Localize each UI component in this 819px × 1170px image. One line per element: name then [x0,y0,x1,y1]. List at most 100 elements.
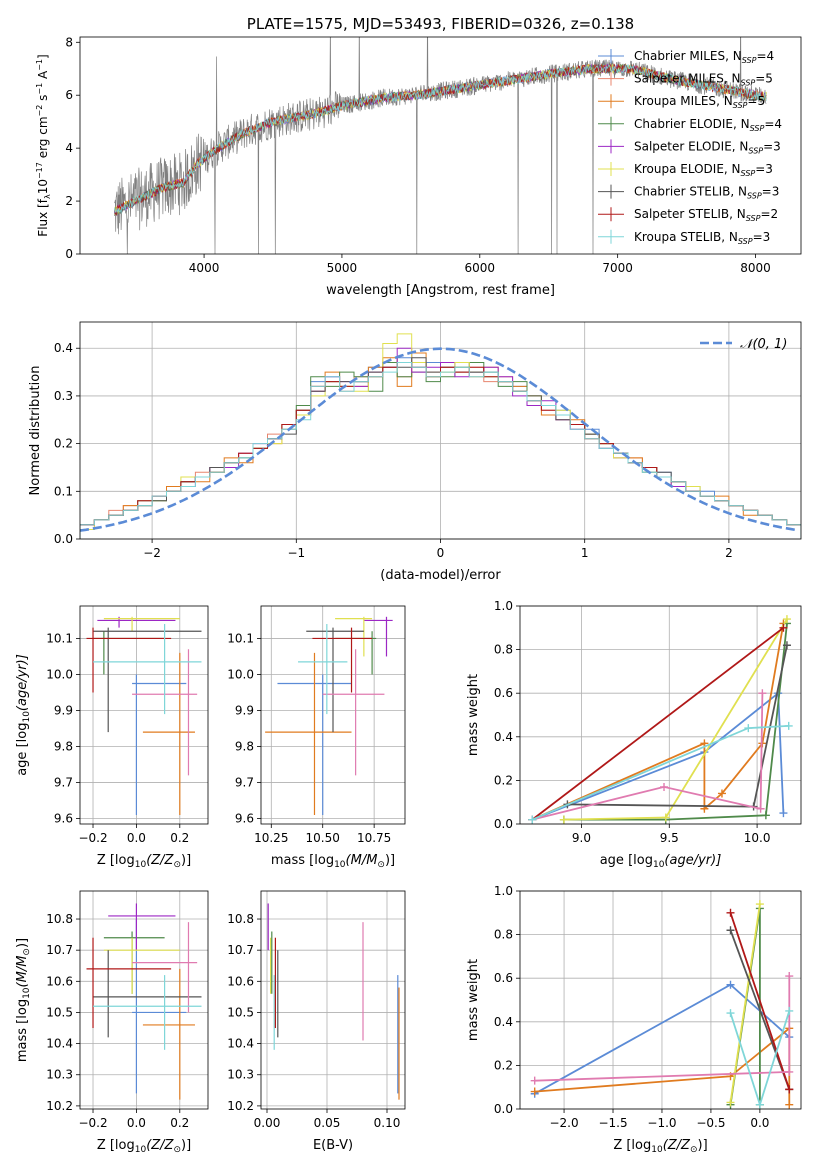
legend-label: Salpeter STELIB, NSSP=2 [634,207,778,223]
legend-n-prefix: , N [730,185,747,199]
x-label-part: Z [log [97,853,135,868]
x-tick-label: 9.0 [572,831,591,845]
legend-n-sub: SSP [733,101,748,110]
data-point [726,1009,735,1018]
x-tick-label: 4000 [189,261,220,275]
legend-label: Kroupa STELIB, NSSP=3 [634,230,770,246]
x-label-part: (Z/Z [146,1138,174,1153]
data-point [660,782,669,791]
error-cross [103,937,180,994]
panel-4: 9.0 9.5 10.0 0.0 0.2 0.4 0.6 0.8 1.0 age [log10(a… [466,599,802,870]
legend-nssp: 4 [774,117,782,131]
legend-n-sub: SSP [750,124,765,133]
x-tick-label: −0.5 [696,1116,725,1130]
x-axis-label: E(B-V) [313,1138,353,1153]
y-axis-label: mass weight [466,959,481,1041]
x-tick-label: 0.2 [170,1116,189,1130]
x-axis-label: (data-model)/error [380,568,501,583]
x-tick-label: 0.0 [127,1116,146,1130]
legend-n-prefix: , N [733,117,750,131]
data-point [758,689,767,698]
data-point [559,815,568,824]
axes-frame [79,605,209,825]
y-tick-label: 0.2 [494,1058,513,1072]
plot-area [530,900,794,1109]
data-point [779,623,788,632]
y-tick-label: 10.4 [227,1037,254,1051]
x-tick-label: 8000 [740,261,771,275]
series [726,1006,794,1109]
y-label-part: 10 [36,179,50,194]
legend-name: Kroupa STELIB [634,230,721,244]
legend-n-sub: SSP [742,56,757,65]
plot-area [267,903,400,1100]
error-cross [298,624,348,715]
y-tick-label: 10.7 [46,943,73,957]
x-axis-label: wavelength [Angstrom, rest frame] [326,283,555,298]
y-tick-label: 10.2 [46,1099,73,1113]
panel-7: −2.0 −1.5 −1.0 −0.5 0.0 0.0 0.2 0.4 0.6 0.8 1.0 Z [… [466,884,802,1155]
y-tick-label: 10.6 [227,974,254,988]
legend-nssp: 2 [771,207,779,221]
y-tick-label: 10.1 [46,631,73,645]
data-point [530,1087,539,1096]
data-point [761,811,770,820]
y-tick-label: 10.0 [227,667,254,681]
series [528,689,767,824]
data-point [528,815,537,824]
legend-n-sub: SSP [747,192,762,201]
y-tick-label: 10.7 [227,943,254,957]
series [559,615,791,824]
series-line [729,929,791,1090]
panel-3: 10.25 10.50 10.75 9.6 9.7 9.8 9.9 10.0 10.1 mass … [227,605,406,870]
legend-n-prefix: , N [724,72,741,86]
legend-n-eq: = [755,162,765,176]
error-cross [93,624,202,715]
x-tick-label: 0.10 [374,1116,401,1130]
series [726,908,794,1094]
plot-area [86,903,202,1100]
y-tick-label: 10.8 [227,912,254,926]
x-tick-label: 2 [725,546,733,560]
error-cross [363,616,393,657]
y-tick-label: 4 [65,141,73,155]
legend-name: Salpeter MILES [634,72,724,86]
data-point [726,908,735,917]
data-point [661,813,670,822]
y-label-part: ] [36,54,50,59]
chart-title: PLATE=1575, MJD=53493, FIBERID=0326, z=0… [247,15,634,33]
legend-n-sub: SSP [748,146,763,155]
x-tick-label: −0.2 [78,831,107,845]
y-tick-label: 0.4 [494,1015,513,1029]
x-label-sub: 10 [135,860,147,870]
plot-area [265,616,393,815]
legend-nssp: 3 [773,139,781,153]
x-label-sub: ⊙ [173,860,181,870]
error-cross [108,903,176,951]
y-tick-label: 10.6 [46,974,73,988]
panel-6: 0.00 0.05 0.10 10.2 10.3 10.4 10.5 10.6 10.7 10.8… [227,890,406,1153]
x-tick-label: 0.2 [170,831,189,845]
y-label-part: s [36,95,50,105]
x-tick-label: 10.25 [254,831,288,845]
x-tick-label: 7000 [602,261,633,275]
x-label-part: mass [log [271,853,334,868]
x-label-part: )] [181,1138,191,1153]
legend-n-eq: = [756,49,766,63]
legend-name: Chabrier STELIB [634,185,730,199]
panel-0: 4000 5000 6000 7000 8000 0 2 4 6 8 PLATE=1575, MJD… [35,15,802,298]
error-cross [335,616,373,657]
x-axis-label: Z [log10(Z/Z⊙)] [97,853,191,870]
y-tick-label: 10.3 [46,1068,73,1082]
y-tick-label: 2 [65,194,73,208]
legend-name: Kroupa ELODIE [634,162,724,176]
legend-label: Salpeter MILES, NSSP=5 [634,72,773,88]
y-tick-label: 10.8 [46,912,73,926]
y-label-sub: ⊙ [22,948,32,956]
histogram-step [80,362,801,539]
y-tick-label: 0.3 [54,389,73,403]
x-label-part: Z [log [97,1138,135,1153]
legend-n-eq: = [755,72,765,86]
